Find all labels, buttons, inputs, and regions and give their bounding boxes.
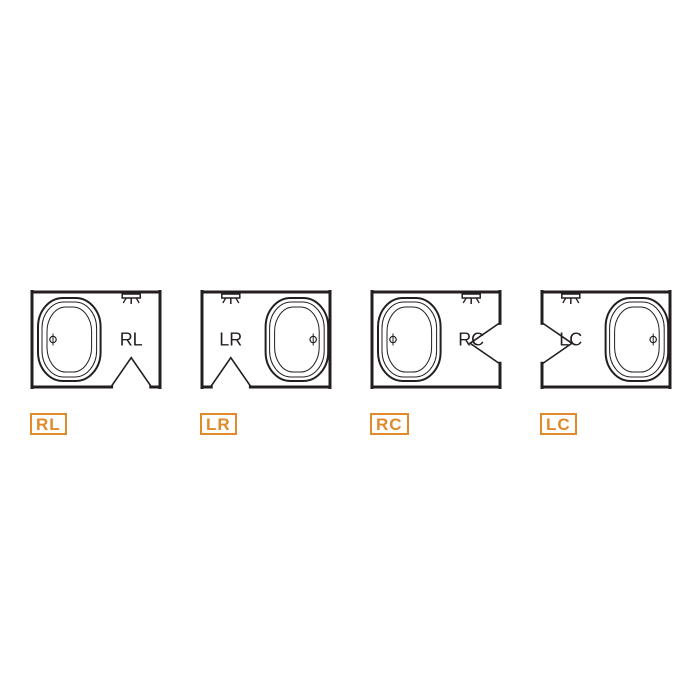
layout-inner-label: RC: [458, 330, 484, 350]
layout-code-tag: RC: [370, 413, 409, 435]
layout-inner-label: RL: [120, 330, 143, 350]
layout-code-tag: LR: [200, 413, 237, 435]
layout-code-tag: RL: [30, 413, 67, 435]
layout-variant-lc: LC LC: [540, 290, 672, 435]
layout-variant-rc: RC RC: [370, 290, 502, 435]
layout-variant-lr: LR LR: [200, 290, 332, 435]
layout-inner-label: LR: [219, 330, 242, 350]
layout-code-tag: LC: [540, 413, 577, 435]
layout-variant-rl: RL RL: [30, 290, 162, 435]
layout-inner-label: LC: [559, 330, 582, 350]
layout-variant-diagram: RL RL LR LR RC RC LC LC: [0, 0, 700, 700]
